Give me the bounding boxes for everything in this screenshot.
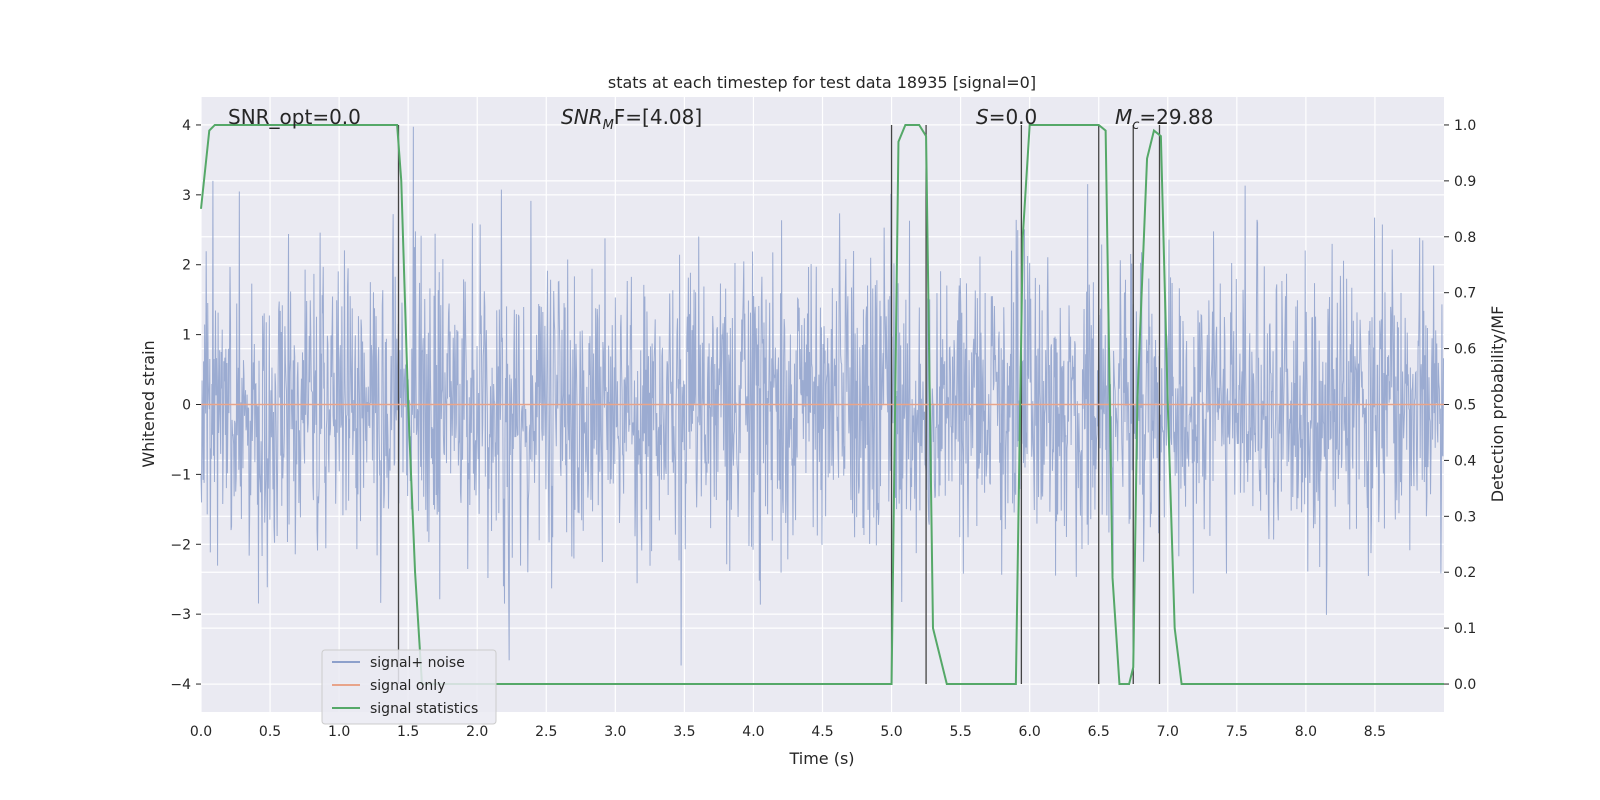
legend-label-stats: signal statistics xyxy=(370,701,478,717)
y-tick-label: 0 xyxy=(182,398,191,414)
legend-label-signal: signal only xyxy=(370,678,445,694)
x-tick-label: 7.5 xyxy=(1226,724,1248,740)
y2-tick-label: 1.0 xyxy=(1454,118,1476,134)
y-tick-label: 1 xyxy=(182,328,191,344)
x-tick-label: 8.5 xyxy=(1364,724,1386,740)
x-tick-label: 6.0 xyxy=(1019,724,1041,740)
annotation-snr-mf-sub: M xyxy=(603,118,614,133)
y-tick-label: −2 xyxy=(170,537,191,553)
axis-ticks: 0.0 0.5 1.0 1.5 2.0 2.5 3.0 3.5 4.0 4.5 5.0 5.5 6.0 6… xyxy=(170,118,1476,740)
x-tick-label: 0.0 xyxy=(190,724,212,740)
y2-tick-label: 0.9 xyxy=(1454,174,1476,190)
annotation-s-main: S xyxy=(976,105,989,129)
annotation-snr-mf-tail: F=[4.08] xyxy=(614,105,702,129)
y2-axis-label: Detection probability/MF xyxy=(1488,306,1507,503)
annotation-mc-sub: c xyxy=(1132,118,1139,133)
x-tick-label: 1.5 xyxy=(397,724,419,740)
legend: signal+ noise signal only signal statist… xyxy=(321,649,497,725)
y-tick-label: 2 xyxy=(182,258,191,274)
series-signal-statistics xyxy=(200,123,1444,686)
y2-tick-label: 0.0 xyxy=(1454,677,1476,693)
annotation-mc-tail: =29.88 xyxy=(1139,105,1213,129)
y2-tick-label: 0.7 xyxy=(1454,286,1476,302)
chart-title: stats at each timestep for test data 189… xyxy=(608,73,1036,92)
annotation-snr-mf: SNRMF=[4.08] xyxy=(561,105,702,133)
x-tick-label: 3.5 xyxy=(673,724,695,740)
y2-tick-label: 0.1 xyxy=(1454,621,1476,637)
y-tick-label: −3 xyxy=(170,607,191,623)
annotation-snr-mf-main: SNR xyxy=(561,105,603,129)
annotation-s: S=0.0 xyxy=(976,105,1037,129)
annotation-mc-main: M xyxy=(1115,105,1132,129)
y2-tick-label: 0.3 xyxy=(1454,509,1476,525)
y-tick-label: −4 xyxy=(170,677,191,693)
x-axis-label: Time (s) xyxy=(788,749,854,768)
x-tick-label: 1.0 xyxy=(328,724,350,740)
legend-label-noise: signal+ noise xyxy=(370,655,465,671)
annotation-snr-opt: SNR_opt=0.0 xyxy=(228,105,361,129)
x-tick-label: 0.5 xyxy=(259,724,281,740)
annotation-mc: Mc=29.88 xyxy=(1115,105,1213,133)
y-tick-label: 4 xyxy=(182,118,191,134)
y2-tick-label: 0.6 xyxy=(1454,342,1476,358)
x-tick-label: 2.0 xyxy=(466,724,488,740)
y-tick-label: 3 xyxy=(182,188,191,204)
x-tick-label: 6.5 xyxy=(1088,724,1110,740)
x-tick-label: 4.0 xyxy=(742,724,764,740)
y2-tick-label: 0.4 xyxy=(1454,453,1476,469)
y2-tick-label: 0.5 xyxy=(1454,398,1476,414)
y2-tick-label: 0.2 xyxy=(1454,565,1476,581)
x-tick-label: 2.5 xyxy=(535,724,557,740)
x-tick-label: 8.0 xyxy=(1295,724,1317,740)
x-tick-label: 4.5 xyxy=(811,724,833,740)
x-tick-label: 7.0 xyxy=(1157,724,1179,740)
y-tick-label: −1 xyxy=(170,467,191,483)
legend-box xyxy=(321,649,497,725)
y2-tick-label: 0.8 xyxy=(1454,230,1476,246)
x-tick-label: 3.0 xyxy=(604,724,626,740)
x-tick-label: 5.5 xyxy=(949,724,971,740)
signal-statistics-line xyxy=(200,123,1444,686)
x-tick-label: 5.0 xyxy=(880,724,902,740)
y-axis-label: Whitened strain xyxy=(139,340,158,467)
annotation-s-tail: =0.0 xyxy=(989,105,1038,129)
